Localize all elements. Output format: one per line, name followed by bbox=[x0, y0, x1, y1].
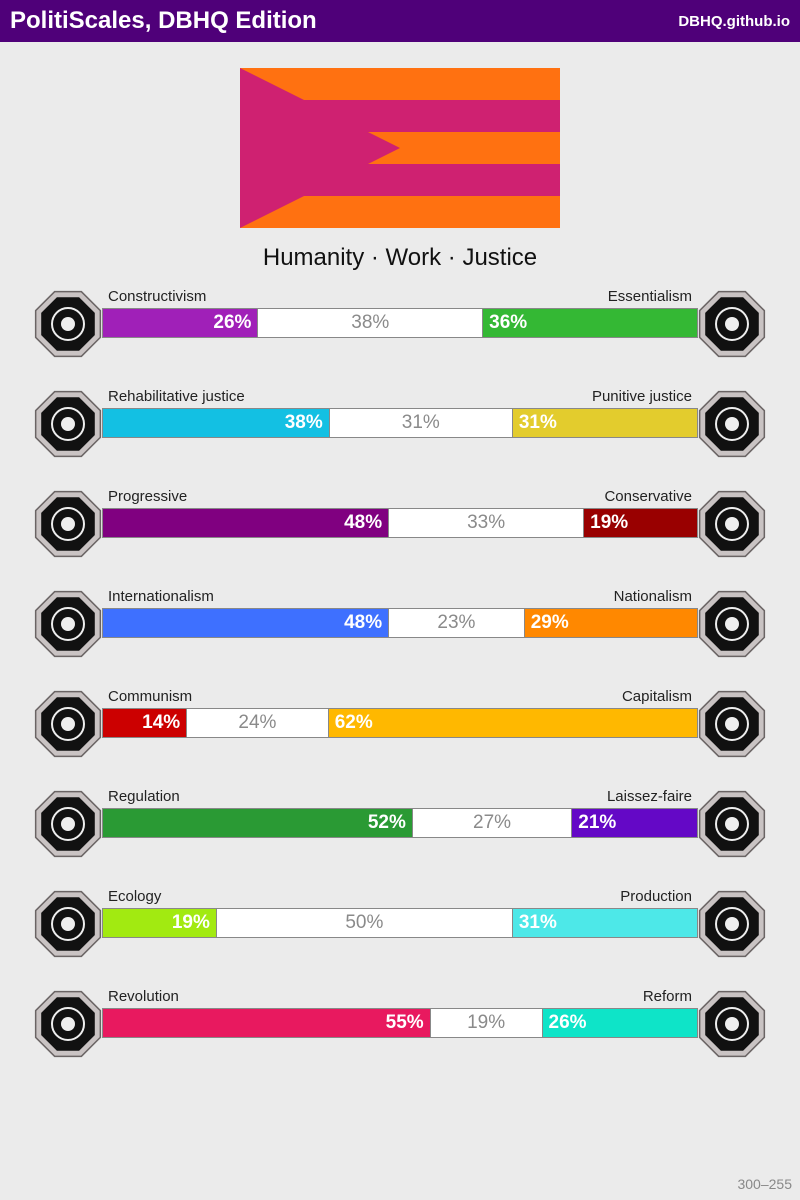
axis-left-segment: 48% bbox=[103, 509, 389, 537]
axis-bar: 19% 50% 31% bbox=[102, 908, 698, 938]
axis-left-label: Regulation bbox=[108, 788, 180, 805]
axis-neutral-segment: 33% bbox=[388, 509, 585, 537]
parliament-icon bbox=[698, 990, 766, 1058]
globe-laurel-icon bbox=[34, 590, 102, 658]
axis-right-segment: 31% bbox=[512, 909, 697, 937]
axis-left-segment: 38% bbox=[103, 409, 329, 437]
handshake-icon bbox=[34, 390, 102, 458]
axis-left-label: Rehabilitative justice bbox=[108, 388, 245, 405]
axis-right-segment: 62% bbox=[328, 709, 697, 737]
slogan: Humanity · Work · Justice bbox=[262, 244, 538, 271]
flag-chevron bbox=[240, 68, 400, 228]
axis-left-label: Ecology bbox=[108, 888, 162, 905]
ruler-compass-icon bbox=[34, 790, 102, 858]
header-bar: PolitiScales, DBHQ Edition DBHQ.github.i… bbox=[0, 0, 800, 42]
axis-bar: 14% 24% 62% bbox=[102, 708, 698, 738]
axis-row: Communism Capitalism 14% 24% 62% bbox=[0, 688, 800, 768]
hammer-sickle-icon bbox=[34, 690, 102, 758]
axis-left-segment: 55% bbox=[103, 1009, 430, 1037]
axis-left-label: Revolution bbox=[108, 988, 179, 1005]
axis-left-segment: 52% bbox=[103, 809, 412, 837]
axis-neutral-segment: 31% bbox=[328, 409, 513, 437]
waving-flag-icon bbox=[698, 590, 766, 658]
axis-right-label: Laissez-faire bbox=[606, 788, 692, 805]
site-link[interactable]: DBHQ.github.io bbox=[678, 12, 790, 30]
axis-neutral-segment: 19% bbox=[429, 1009, 543, 1037]
axis-right-label: Reform bbox=[642, 988, 692, 1005]
axis-row: Rehabilitative justice Punitive justice 38… bbox=[0, 388, 800, 468]
gear-icon bbox=[698, 890, 766, 958]
sprout-icon bbox=[34, 890, 102, 958]
chrysanthemum-icon bbox=[698, 290, 766, 358]
axis-row: Revolution Reform 55% 19% 26% bbox=[0, 988, 800, 1068]
axis-row: Progressive Conservative 48% 33% 19% bbox=[0, 488, 800, 568]
axis-bar: 52% 27% 21% bbox=[102, 808, 698, 838]
flag-stripe bbox=[240, 68, 560, 100]
axis-left-segment: 26% bbox=[103, 309, 258, 337]
raised-fist-icon bbox=[34, 990, 102, 1058]
axis-right-segment: 21% bbox=[572, 809, 697, 837]
axis-row: Constructivism Essentialism 26% 38% 36% bbox=[0, 288, 800, 368]
axis-row: Internationalism Nationalism 48% 23% 29% bbox=[0, 588, 800, 668]
axis-neutral-segment: 24% bbox=[186, 709, 329, 737]
axis-neutral-segment: 23% bbox=[388, 609, 525, 637]
axis-left-segment: 48% bbox=[103, 609, 389, 637]
axis-right-label: Essentialism bbox=[607, 288, 692, 305]
axis-right-label: Punitive justice bbox=[591, 388, 692, 405]
result-code: 300–255 bbox=[737, 1176, 792, 1192]
comet-icon bbox=[34, 490, 102, 558]
axis-bar: 48% 23% 29% bbox=[102, 608, 698, 638]
axis-row: Regulation Laissez-faire 52% 27% 21% bbox=[0, 788, 800, 868]
axis-right-segment: 36% bbox=[483, 309, 697, 337]
axis-row: Ecology Production 19% 50% 31% bbox=[0, 888, 800, 968]
quill-pen-icon bbox=[698, 490, 766, 558]
axis-left-label: Progressive bbox=[108, 488, 188, 505]
app-title: PolitiScales, DBHQ Edition bbox=[10, 7, 317, 34]
axis-bar: 38% 31% 31% bbox=[102, 408, 698, 438]
axis-left-label: Internationalism bbox=[108, 588, 214, 605]
butterflies-icon bbox=[698, 790, 766, 858]
prison-bars-icon bbox=[698, 390, 766, 458]
money-bag-icon bbox=[698, 690, 766, 758]
axis-right-segment: 26% bbox=[542, 1009, 697, 1037]
axis-bar: 26% 38% 36% bbox=[102, 308, 698, 338]
axis-bar: 48% 33% 19% bbox=[102, 508, 698, 538]
vitruvian-eye-icon bbox=[34, 290, 102, 358]
axis-neutral-segment: 27% bbox=[411, 809, 573, 837]
axis-right-segment: 31% bbox=[512, 409, 697, 437]
axis-right-segment: 19% bbox=[584, 509, 697, 537]
axis-left-label: Communism bbox=[108, 688, 193, 705]
flag-image bbox=[240, 68, 560, 228]
axis-right-label: Production bbox=[620, 888, 692, 905]
axis-bar: 55% 19% 26% bbox=[102, 1008, 698, 1038]
axis-neutral-segment: 50% bbox=[215, 909, 513, 937]
axis-left-segment: 14% bbox=[103, 709, 187, 737]
axis-right-label: Capitalism bbox=[621, 688, 692, 705]
axis-right-segment: 29% bbox=[524, 609, 697, 637]
axis-left-segment: 19% bbox=[103, 909, 216, 937]
axis-neutral-segment: 38% bbox=[257, 309, 484, 337]
axis-right-label: Conservative bbox=[604, 488, 692, 505]
axis-right-label: Nationalism bbox=[613, 588, 692, 605]
axis-left-label: Constructivism bbox=[108, 288, 207, 305]
